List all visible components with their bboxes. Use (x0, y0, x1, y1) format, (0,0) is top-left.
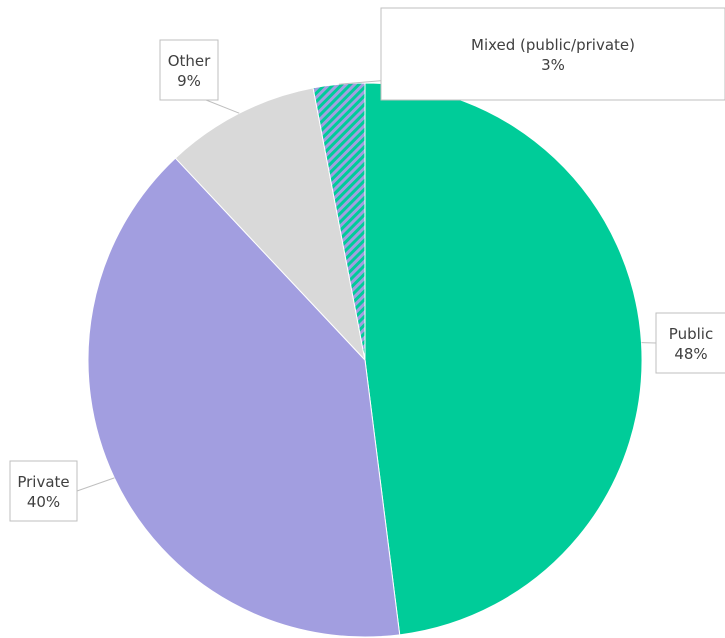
leader-line-private (76, 477, 115, 492)
callout-box (159, 39, 219, 101)
callout-box (655, 312, 725, 374)
slice-label: Other (168, 52, 211, 70)
callout-private: Private 40% (9, 460, 78, 522)
slice-label: Public (669, 325, 713, 343)
leader-line-other (205, 99, 240, 114)
pie-slice-other (174, 87, 366, 362)
pie-slice-public (364, 82, 643, 636)
callout-public: Public 48% (655, 312, 725, 374)
pie-slice-private (87, 157, 401, 638)
callout-box (380, 7, 725, 101)
slice-label: Mixed (public/private) (471, 36, 635, 54)
callout-box (9, 460, 78, 522)
data-callouts: Public 48% Private 40% Other 9% Mixed (public/… (9, 7, 725, 522)
callout-mixed-public-private: Mixed (public/private) 3% (380, 7, 725, 101)
slice-value-label: 9% (177, 72, 201, 90)
slice-value-label: 3% (541, 56, 565, 74)
slice-label: Private (17, 473, 69, 491)
slice-value-label: 48% (674, 345, 707, 363)
pie-slices (87, 82, 643, 638)
slice-value-label: 40% (27, 493, 60, 511)
callout-other: Other 9% (159, 39, 219, 101)
